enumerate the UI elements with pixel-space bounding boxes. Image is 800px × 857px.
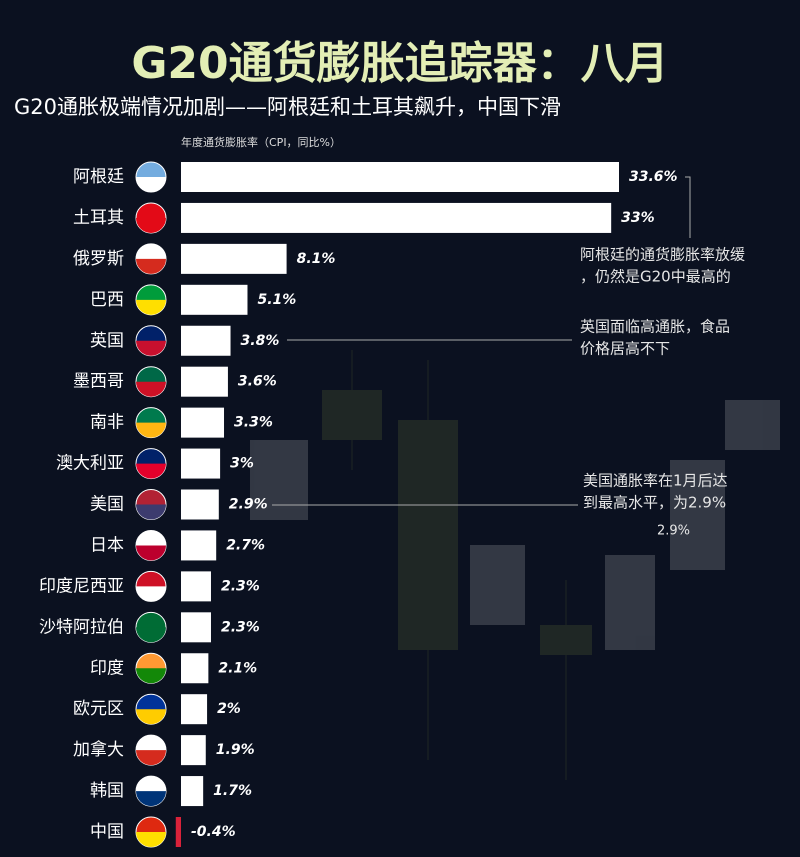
annotation: 阿根廷的通货膨胀率放缓 bbox=[580, 246, 745, 264]
bar bbox=[181, 366, 228, 397]
chart-subtitle: G20通胀极端情况加剧——阿根廷和土耳其飙升，中国下滑 bbox=[14, 95, 561, 119]
category-label: 印度尼西亚 bbox=[39, 576, 124, 596]
annotation: 价格居高不下 bbox=[580, 340, 670, 358]
category-label: 巴西 bbox=[90, 290, 124, 310]
bar bbox=[175, 817, 181, 847]
category-label: 中国 bbox=[90, 822, 124, 842]
category-label: 欧元区 bbox=[73, 699, 124, 719]
category-label: 日本 bbox=[90, 535, 124, 555]
bar bbox=[181, 571, 211, 602]
flag-icon bbox=[136, 258, 166, 274]
value-label: 8.1% bbox=[297, 251, 336, 267]
category-label: 土耳其 bbox=[73, 208, 124, 228]
category-label: 美国 bbox=[90, 495, 124, 515]
category-label: 澳大利亚 bbox=[56, 454, 124, 474]
category-label: 俄罗斯 bbox=[73, 249, 124, 269]
bar bbox=[181, 530, 217, 561]
category-label: 墨西哥 bbox=[73, 372, 124, 392]
flag-icon bbox=[136, 586, 166, 602]
value-label: 2.1% bbox=[218, 660, 257, 676]
value-label: -0.4% bbox=[191, 824, 236, 840]
category-label: 南非 bbox=[90, 413, 124, 433]
flag-icon bbox=[136, 299, 166, 315]
annotation: 英国面临高通胀，食品 bbox=[580, 318, 730, 336]
bar bbox=[181, 735, 206, 766]
value-label: 33% bbox=[621, 210, 655, 226]
bar bbox=[181, 694, 208, 725]
bar bbox=[181, 407, 225, 438]
flag-icon bbox=[136, 668, 166, 684]
bar bbox=[181, 448, 221, 479]
flag-icon bbox=[136, 832, 166, 847]
value-label: 2% bbox=[217, 701, 241, 717]
flag-icon bbox=[136, 381, 166, 397]
annotation: ，仍然是G20中最高的 bbox=[580, 268, 731, 286]
value-label: 33.6% bbox=[629, 169, 678, 185]
value-label: 3.8% bbox=[241, 333, 280, 349]
flag-icon bbox=[136, 709, 166, 725]
value-label: 2.3% bbox=[221, 578, 260, 594]
value-label: 2.9% bbox=[229, 497, 268, 513]
category-label: 印度 bbox=[90, 658, 124, 678]
category-label: 英国 bbox=[90, 331, 124, 351]
bar bbox=[181, 612, 211, 643]
decor-candles bbox=[250, 350, 780, 780]
category-label: 阿根廷 bbox=[73, 167, 124, 187]
bar bbox=[181, 653, 209, 684]
flag-icon bbox=[136, 217, 166, 233]
axis-label: 年度通货膨胀率（CPI，同比%） bbox=[181, 135, 341, 149]
value-label: 2.3% bbox=[221, 619, 260, 635]
category-label: 加拿大 bbox=[73, 739, 124, 760]
bar bbox=[181, 162, 619, 192]
value-label: 3.6% bbox=[238, 374, 277, 390]
bar bbox=[181, 776, 204, 807]
flag-icon bbox=[136, 791, 166, 807]
flag-icon bbox=[136, 750, 166, 766]
value-label: 3.3% bbox=[234, 415, 273, 431]
connector bbox=[685, 176, 691, 238]
value-label: 2.7% bbox=[226, 537, 265, 553]
bar bbox=[181, 325, 231, 356]
flag-icon bbox=[136, 545, 166, 561]
value-label: 1.7% bbox=[213, 783, 252, 799]
flag-icon bbox=[136, 463, 166, 479]
flag-icon bbox=[136, 627, 166, 643]
annotation: 美国通胀率在1月后达 bbox=[583, 472, 728, 490]
flag-icon bbox=[136, 177, 166, 192]
annotation: 2.9% bbox=[657, 524, 690, 539]
bar bbox=[181, 284, 248, 315]
flag-icon bbox=[136, 504, 166, 520]
bar bbox=[181, 489, 219, 520]
value-label: 3% bbox=[230, 456, 254, 472]
flag-icon bbox=[136, 422, 166, 438]
value-label: 1.9% bbox=[216, 742, 255, 758]
flag-icon bbox=[136, 340, 166, 356]
bar bbox=[181, 243, 287, 274]
category-label: 韩国 bbox=[90, 781, 124, 801]
chart-title: G20通货膨胀追踪器：八月 bbox=[131, 38, 668, 89]
bar bbox=[181, 202, 612, 233]
value-label: 5.1% bbox=[257, 292, 296, 308]
category-label: 沙特阿拉伯 bbox=[39, 617, 124, 637]
annotation: 到最高水平，为2.9% bbox=[583, 494, 726, 512]
